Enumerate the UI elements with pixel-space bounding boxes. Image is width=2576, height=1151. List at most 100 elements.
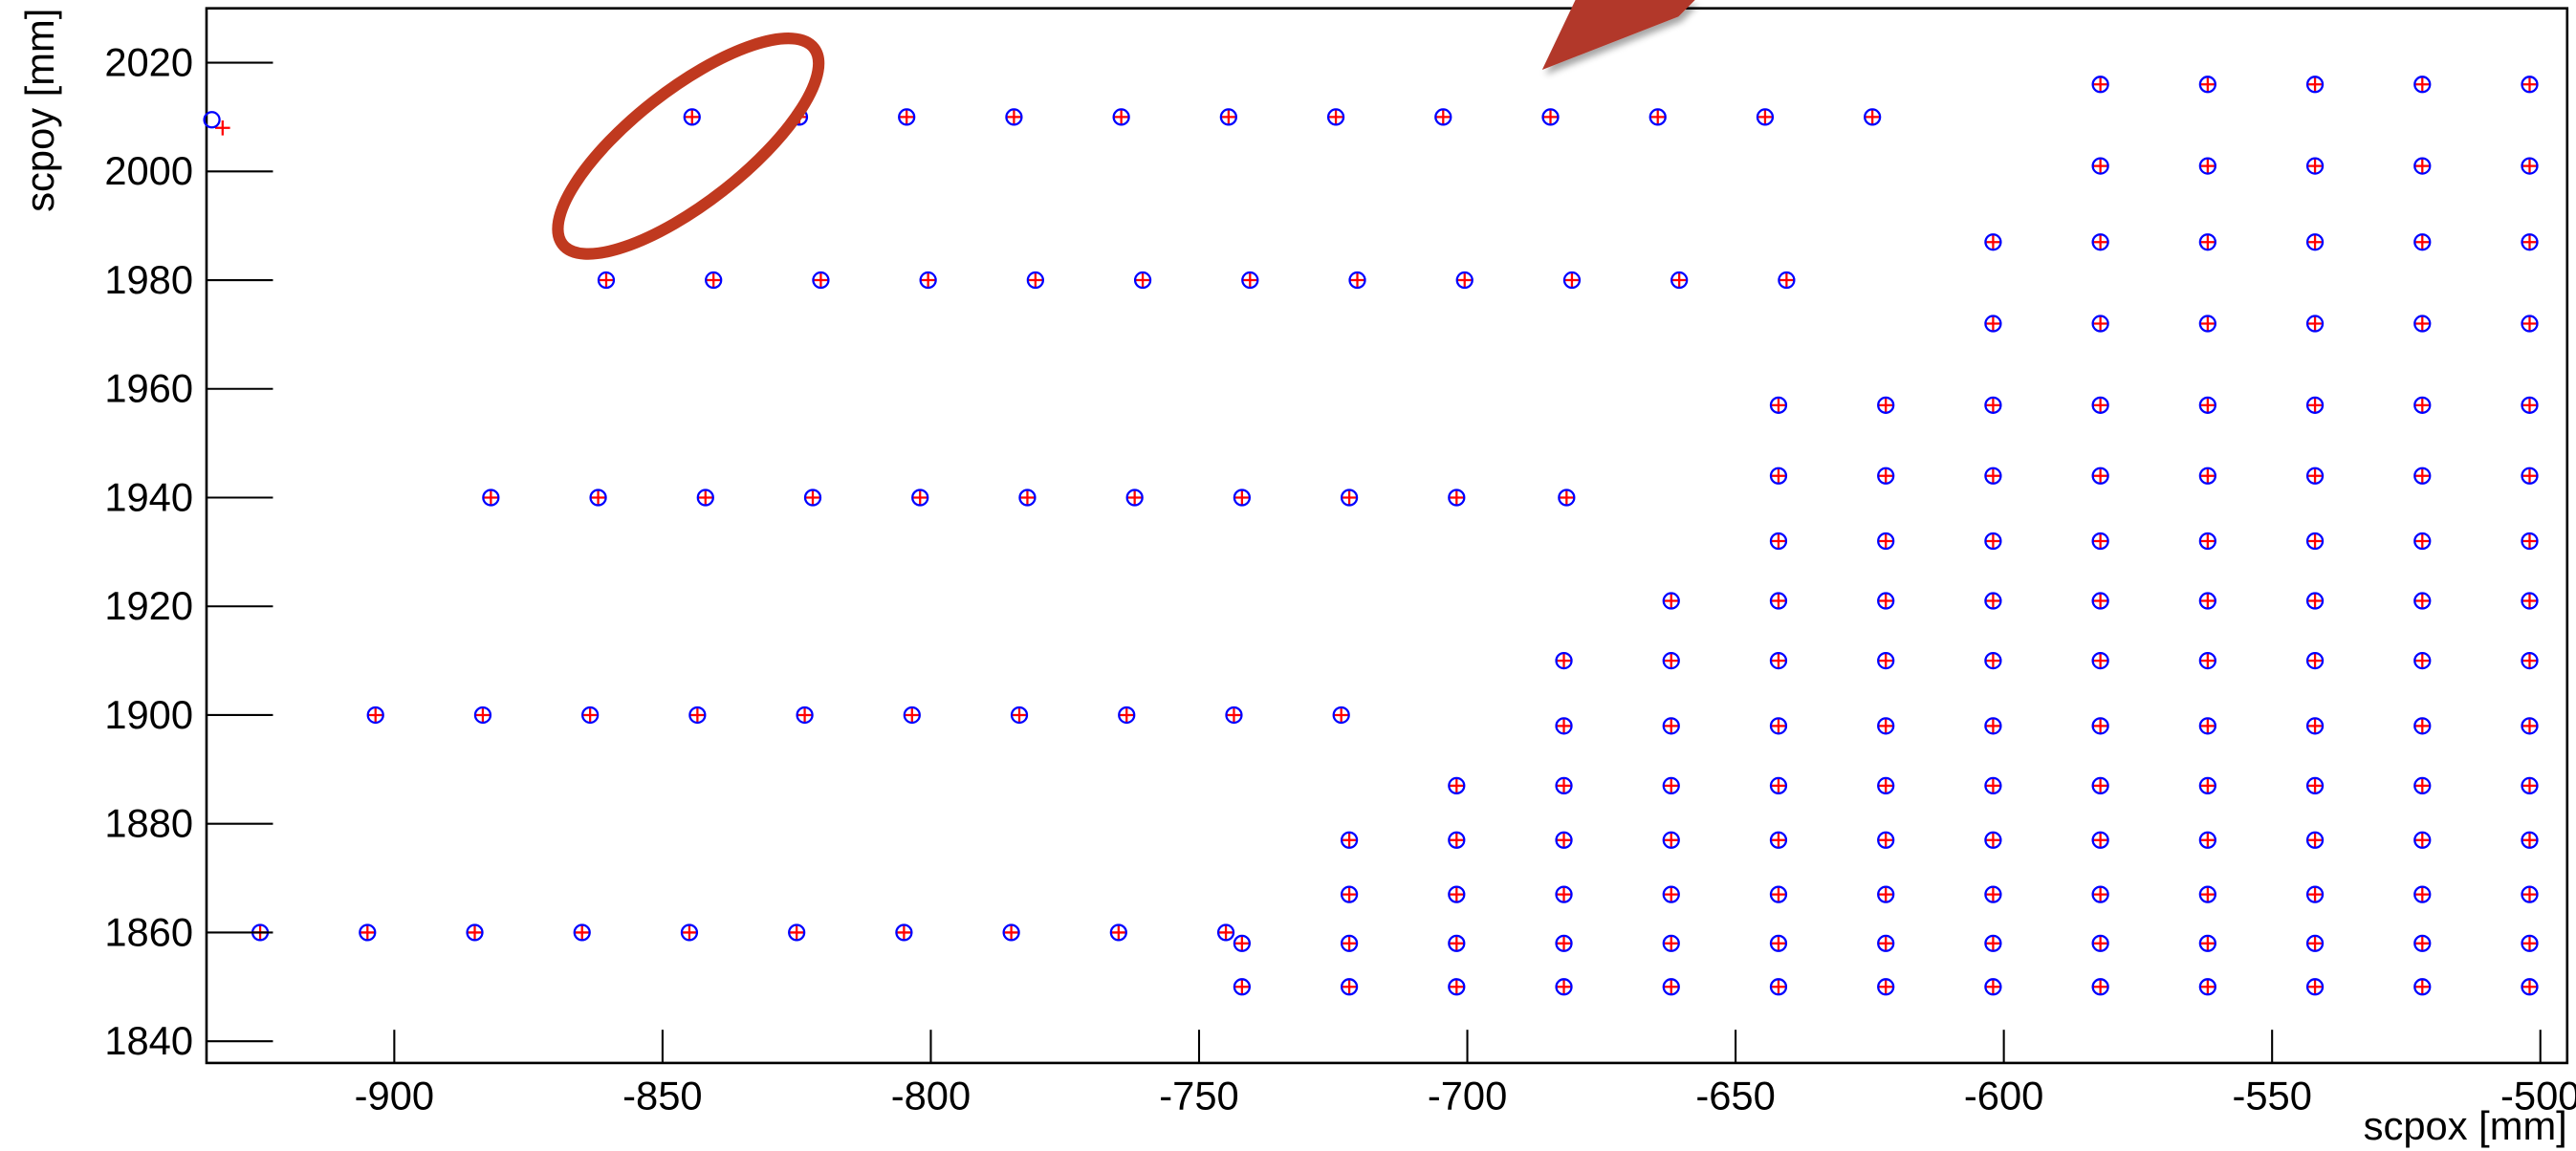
circle-marker (2091, 885, 2109, 903)
circle-marker (2198, 76, 2216, 94)
plus-marker (2092, 158, 2108, 174)
circle-marker (2413, 315, 2432, 333)
circle-marker (1018, 489, 1037, 507)
plus-marker (1671, 272, 1687, 288)
circle-marker (2198, 651, 2216, 670)
circle-marker (1662, 651, 1680, 670)
plus-marker (1003, 924, 1019, 941)
plus-marker (1771, 778, 1786, 793)
plus-marker (1119, 707, 1135, 723)
plus-marker (2092, 886, 2108, 902)
plus-marker (1556, 832, 1572, 848)
plus-marker (1218, 924, 1233, 941)
circle-marker (1769, 776, 1788, 795)
plus-marker (2521, 533, 2538, 549)
circle-marker (2305, 467, 2325, 485)
circle-marker (1662, 776, 1680, 795)
plus-marker (467, 924, 483, 941)
plus-marker (1878, 935, 1894, 951)
x-tick-label: -800 (891, 1074, 971, 1118)
circle-marker (2305, 978, 2325, 996)
plus-marker (1556, 718, 1572, 734)
y-tick-label: 1940 (104, 474, 193, 519)
circle-marker (1448, 934, 1466, 952)
plus-marker (896, 924, 912, 941)
circle-marker (366, 706, 384, 725)
x-tick-label: -650 (1695, 1074, 1775, 1118)
circle-marker (2413, 978, 2432, 996)
plus-marker (1878, 653, 1894, 668)
plus-marker (2307, 467, 2323, 484)
circle-marker (1984, 934, 2002, 952)
plus-marker (1757, 109, 1773, 125)
circle-marker (1984, 717, 2002, 735)
plus-marker (1135, 272, 1150, 288)
plus-marker (1556, 979, 1572, 995)
plus-marker (2414, 467, 2431, 484)
plus-marker (813, 272, 829, 288)
x-tick-label: -900 (355, 1074, 434, 1118)
plus-marker (1878, 593, 1894, 609)
plus-marker (2307, 234, 2323, 250)
circle-marker (1877, 651, 1895, 670)
plus-marker (483, 489, 499, 506)
plus-marker (1771, 886, 1786, 902)
plus-marker (1878, 718, 1894, 734)
plus-marker (2307, 935, 2323, 951)
plus-marker (1449, 832, 1465, 848)
circle-marker (2198, 831, 2216, 849)
y-tick-label: 1860 (104, 909, 193, 954)
circle-marker (696, 489, 714, 507)
plus-marker (1328, 109, 1343, 125)
circle-marker (2305, 717, 2325, 735)
plus-marker (1342, 489, 1357, 506)
plus-marker (1221, 109, 1236, 125)
plus-marker (1985, 398, 2001, 413)
plus-marker (2092, 234, 2108, 250)
plus-marker (2521, 467, 2538, 484)
circle-marker (2091, 157, 2109, 175)
circle-marker (482, 489, 500, 507)
circle-marker (2091, 467, 2109, 485)
circle-marker (1662, 934, 1680, 952)
circle-marker (1340, 831, 1359, 849)
circle-marker (2091, 233, 2109, 251)
plus-marker (1649, 109, 1666, 125)
plus-marker (2092, 653, 2108, 668)
plus-marker (2200, 886, 2216, 902)
circle-marker (2305, 831, 2325, 849)
circle-marker (2521, 233, 2539, 251)
circle-marker (2413, 651, 2432, 670)
circle-marker (2521, 532, 2539, 551)
circle-marker (1233, 489, 1251, 507)
circle-marker (2521, 978, 2539, 996)
circle-marker (2305, 315, 2325, 333)
y-tick-label: 1840 (104, 1018, 193, 1063)
circle-marker (2413, 76, 2432, 94)
plus-marker (2521, 778, 2538, 793)
circle-marker (2198, 717, 2216, 735)
circle-marker (1225, 706, 1243, 725)
plus-marker (582, 707, 598, 723)
plus-marker (1985, 593, 2001, 609)
circle-marker (1662, 831, 1680, 849)
circle-marker (2198, 885, 2216, 903)
plus-marker (1985, 533, 2001, 549)
plus-marker (2521, 718, 2538, 734)
plus-marker (2521, 158, 2538, 174)
circle-marker (1984, 467, 2002, 485)
plus-marker (1878, 832, 1894, 848)
circle-marker (683, 108, 701, 126)
plus-marker (2414, 533, 2431, 549)
circle-marker (2413, 532, 2432, 551)
plus-marker (2307, 76, 2323, 93)
circle-marker (1769, 717, 1788, 735)
circle-marker (919, 271, 937, 290)
plus-marker (1985, 718, 2001, 734)
plus-marker (1342, 935, 1357, 951)
circle-marker (1662, 592, 1680, 610)
circle-marker (2413, 233, 2432, 251)
circle-marker (1555, 776, 1573, 795)
plus-marker (1663, 653, 1679, 668)
plus-marker (1349, 272, 1365, 288)
